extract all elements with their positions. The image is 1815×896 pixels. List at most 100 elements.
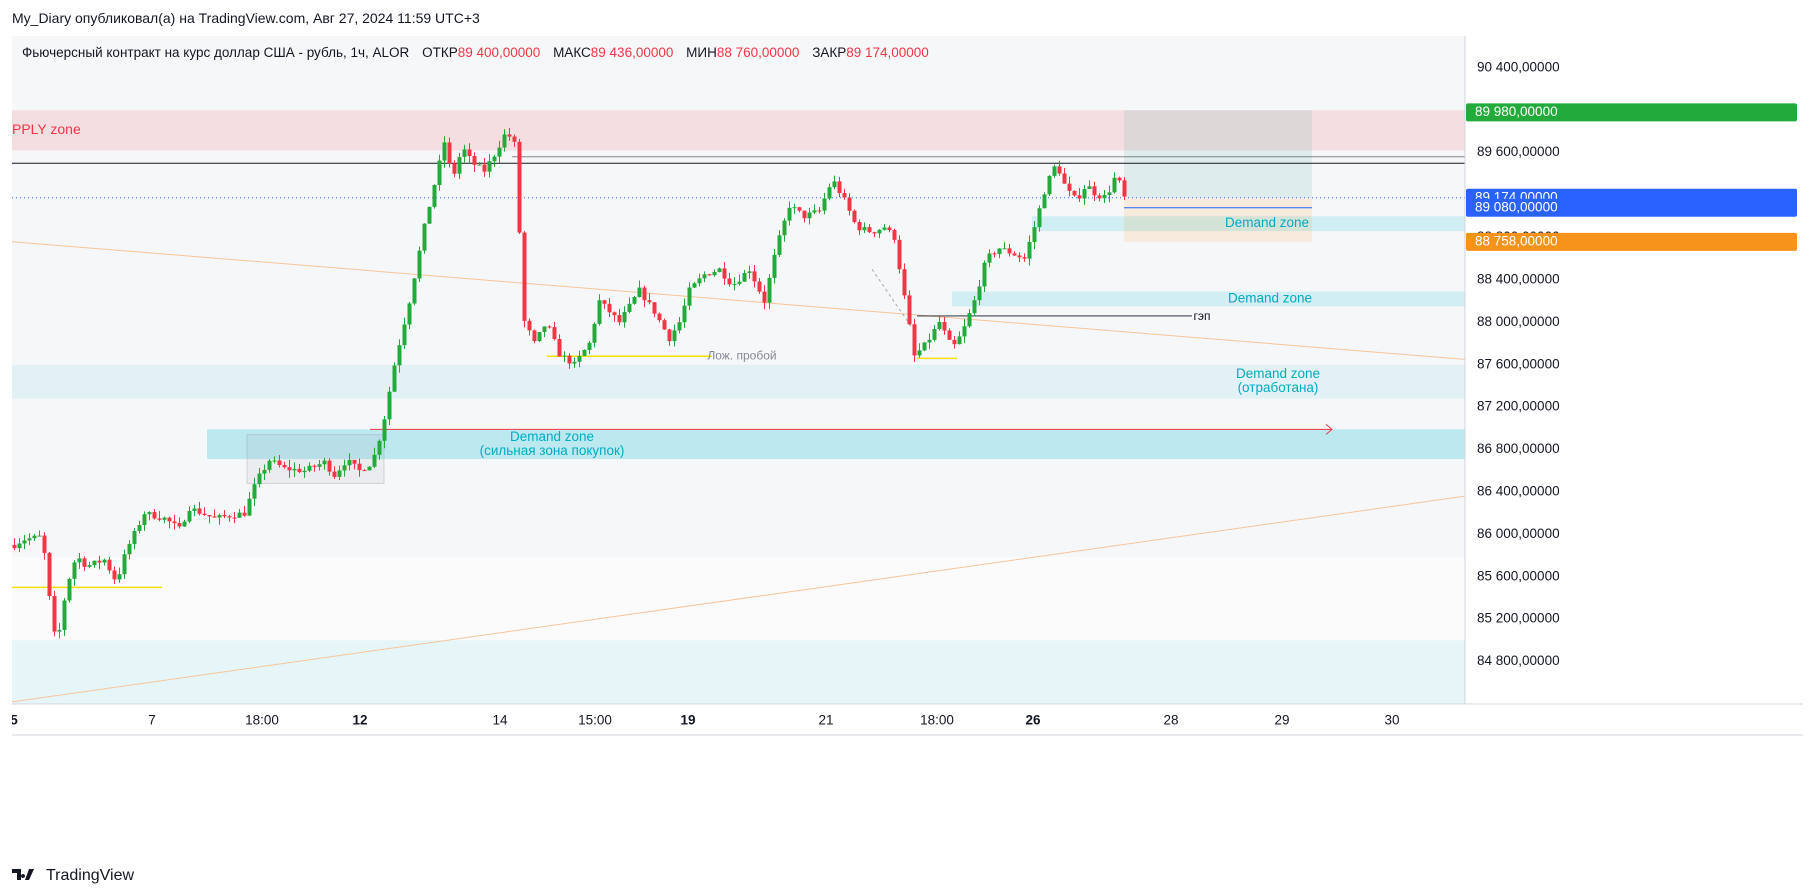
candle-body	[172, 521, 177, 524]
candle-body	[642, 287, 647, 301]
tag-89980-label: 89 980,00000	[1475, 104, 1558, 119]
candle-body	[77, 558, 82, 563]
demand-zone-3-label: Demand zone	[1236, 366, 1320, 381]
candle-body	[687, 287, 692, 306]
candle-body	[742, 273, 747, 282]
stop-box	[1124, 197, 1312, 242]
candle-body	[517, 141, 522, 233]
candle-body	[57, 629, 62, 632]
candle-body	[997, 248, 1002, 255]
candle-body	[902, 269, 907, 296]
tag-89980	[1466, 103, 1797, 122]
candle-body	[37, 535, 42, 537]
candle-body	[137, 525, 142, 531]
candle-body	[772, 254, 777, 278]
candle-body	[237, 512, 242, 518]
candle-body	[72, 562, 77, 579]
candle-body	[1027, 241, 1032, 259]
demand-zone-strong-label-2: (сильная зона покупок)	[480, 443, 625, 458]
candle-body	[17, 543, 22, 549]
candle-body	[797, 207, 802, 211]
candle-body	[582, 349, 587, 356]
candle-body	[232, 517, 237, 519]
candle-body	[1087, 186, 1092, 190]
candle-body	[127, 543, 132, 555]
candle-body	[292, 468, 297, 471]
candle-body	[982, 262, 987, 287]
candle-body	[962, 326, 967, 337]
candle-body	[692, 283, 697, 288]
candle-body	[952, 339, 957, 345]
candle-body	[1117, 177, 1122, 181]
candle-body	[662, 320, 667, 330]
candle-body	[972, 300, 977, 314]
y-tick-label: 86 000,00000	[1477, 526, 1560, 541]
candle-body	[1007, 248, 1012, 254]
candle-body	[497, 147, 502, 157]
candle-body	[837, 181, 842, 194]
tag-88758-label: 88 758,00000	[1475, 233, 1558, 248]
candle-body	[42, 535, 47, 553]
candle-body	[1012, 253, 1017, 256]
chart-legend: Фьючерсный контракт на курс доллар США -…	[22, 45, 929, 60]
candle-body	[447, 142, 452, 164]
candle-body	[867, 227, 872, 233]
candle-body	[857, 221, 862, 231]
candle-body	[987, 253, 992, 263]
candle-body	[727, 278, 732, 285]
candle-body	[557, 339, 562, 357]
candle-body	[142, 514, 147, 526]
candle-body	[417, 250, 422, 279]
candle-body	[767, 277, 772, 303]
candle-body	[822, 198, 827, 211]
candle-body	[967, 313, 972, 327]
candle-body	[697, 278, 702, 284]
false-breakout-label: Лож. пробой	[707, 348, 776, 362]
candle-body	[287, 467, 292, 471]
candle-body	[432, 184, 437, 207]
candle-body	[627, 303, 632, 313]
candle-body	[777, 235, 782, 255]
tradingview-logo-icon[interactable]	[12, 867, 40, 885]
candle-body	[367, 466, 372, 471]
arrow-head-icon	[1325, 423, 1333, 435]
candle-body	[677, 322, 682, 331]
candle-body	[157, 518, 162, 520]
candle-body	[1062, 173, 1067, 184]
footer-brand[interactable]: TradingView	[46, 867, 135, 884]
candle-body	[747, 271, 752, 274]
candle-body	[122, 554, 127, 575]
candle-body	[877, 229, 882, 234]
demand-zone-3	[12, 364, 1465, 399]
candle-body	[87, 565, 92, 567]
candle-body	[647, 300, 652, 303]
candle-body	[827, 187, 832, 199]
candle-body	[207, 515, 212, 517]
candle-body	[682, 305, 687, 323]
candle-body	[102, 559, 107, 563]
candlestick-chart[interactable]: PPLY zone Demand zone Demand zone Demand zo…	[12, 36, 1803, 853]
candle-body	[607, 303, 612, 313]
candle-body	[217, 515, 222, 518]
candle-body	[1022, 257, 1027, 259]
candle-body	[702, 274, 707, 279]
candle-body	[622, 312, 627, 323]
candle-body	[482, 164, 487, 172]
y-tick-label: 85 200,00000	[1477, 611, 1560, 626]
candle-body	[842, 193, 847, 198]
candle-body	[722, 268, 727, 279]
chart-area[interactable]: PPLY zone Demand zone Demand zone Demand zo…	[12, 36, 1803, 853]
candle-body	[1077, 195, 1082, 199]
candle-body	[402, 324, 407, 346]
candle-body	[82, 558, 87, 567]
candle-body	[802, 210, 807, 219]
candle-body	[427, 206, 432, 224]
candle-body	[262, 469, 267, 474]
candle-body	[62, 600, 67, 630]
candle-body	[52, 596, 57, 632]
candle-body	[112, 570, 117, 580]
candle-body	[282, 465, 287, 468]
symbol-title[interactable]: Фьючерсный контракт на курс доллар США -…	[22, 45, 410, 60]
candle-body	[27, 538, 32, 541]
candle-body	[927, 339, 932, 343]
